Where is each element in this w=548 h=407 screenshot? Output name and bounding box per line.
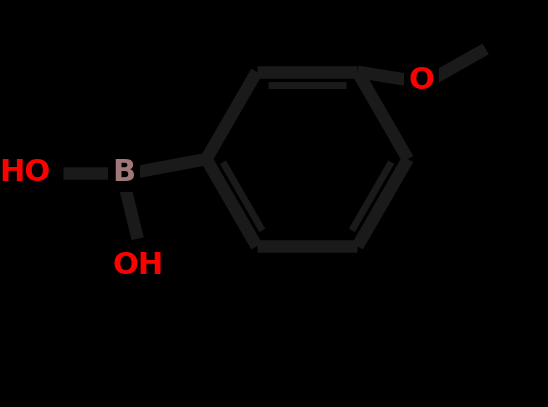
Text: O: O (409, 66, 435, 96)
Text: HO: HO (0, 158, 50, 187)
Text: B: B (112, 158, 135, 187)
Text: OH: OH (112, 251, 163, 280)
